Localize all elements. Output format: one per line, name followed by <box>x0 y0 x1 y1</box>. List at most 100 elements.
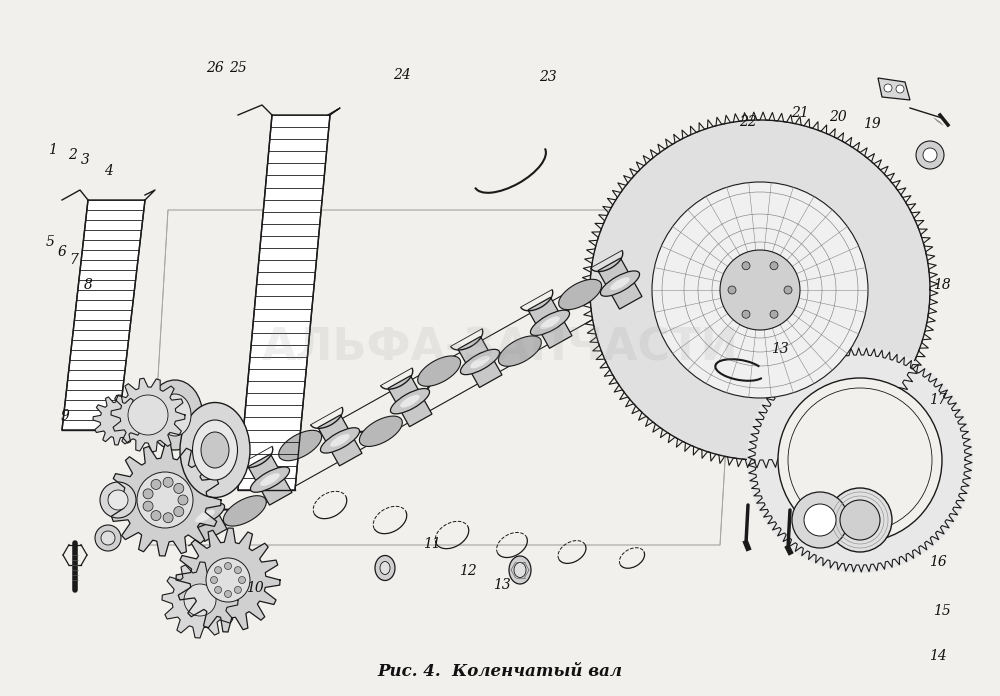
Circle shape <box>151 480 161 489</box>
Text: 18: 18 <box>933 278 951 292</box>
Text: 19: 19 <box>863 117 881 131</box>
Text: 10: 10 <box>246 581 264 595</box>
Text: 13: 13 <box>771 342 789 356</box>
Circle shape <box>840 500 880 540</box>
Text: 12: 12 <box>459 564 477 578</box>
Circle shape <box>923 148 937 162</box>
Circle shape <box>184 584 216 616</box>
Ellipse shape <box>460 349 500 374</box>
Polygon shape <box>318 415 362 466</box>
Circle shape <box>108 490 128 510</box>
Ellipse shape <box>260 473 280 486</box>
Ellipse shape <box>498 336 541 366</box>
Circle shape <box>215 567 222 574</box>
Polygon shape <box>388 376 432 427</box>
Ellipse shape <box>514 562 526 578</box>
Ellipse shape <box>375 555 395 580</box>
Ellipse shape <box>559 279 602 310</box>
Ellipse shape <box>250 467 290 492</box>
Circle shape <box>742 262 750 270</box>
Circle shape <box>747 347 973 573</box>
Circle shape <box>784 286 792 294</box>
Ellipse shape <box>509 556 531 584</box>
Text: 23: 23 <box>539 70 557 84</box>
Circle shape <box>590 120 930 460</box>
Ellipse shape <box>148 380 202 450</box>
Ellipse shape <box>195 509 215 523</box>
Circle shape <box>95 525 121 551</box>
Circle shape <box>174 484 184 493</box>
Ellipse shape <box>192 420 238 480</box>
Circle shape <box>143 501 153 511</box>
Circle shape <box>224 562 232 569</box>
Ellipse shape <box>359 416 402 446</box>
Text: 9: 9 <box>61 409 69 423</box>
Text: 24: 24 <box>393 68 411 82</box>
Polygon shape <box>162 562 238 638</box>
Circle shape <box>778 378 942 542</box>
Ellipse shape <box>400 395 420 408</box>
Ellipse shape <box>418 356 461 386</box>
Circle shape <box>234 567 241 574</box>
Text: 14: 14 <box>929 649 947 663</box>
Polygon shape <box>183 491 227 541</box>
Text: 15: 15 <box>933 604 951 618</box>
Circle shape <box>728 286 736 294</box>
Polygon shape <box>62 200 145 430</box>
Ellipse shape <box>320 428 360 453</box>
Text: 3: 3 <box>81 153 89 167</box>
Circle shape <box>151 511 161 521</box>
Text: 22: 22 <box>739 115 757 129</box>
Circle shape <box>215 587 222 594</box>
Circle shape <box>239 576 246 583</box>
Polygon shape <box>238 115 330 490</box>
Ellipse shape <box>223 496 266 526</box>
Text: 25: 25 <box>229 61 247 75</box>
Text: 13: 13 <box>493 578 511 592</box>
Circle shape <box>100 482 136 518</box>
Circle shape <box>896 85 904 93</box>
Ellipse shape <box>610 277 630 290</box>
Text: 6: 6 <box>58 245 66 259</box>
Ellipse shape <box>380 562 390 574</box>
Polygon shape <box>878 78 910 100</box>
Text: 16: 16 <box>929 555 947 569</box>
Ellipse shape <box>185 503 225 529</box>
Text: Рис. 4.  Коленчатый вал: Рис. 4. Коленчатый вал <box>378 663 622 681</box>
Circle shape <box>206 558 250 602</box>
Polygon shape <box>598 258 642 309</box>
Circle shape <box>788 388 932 532</box>
Circle shape <box>770 310 778 318</box>
Circle shape <box>143 489 153 499</box>
Ellipse shape <box>390 388 430 414</box>
Polygon shape <box>176 528 280 632</box>
Text: 20: 20 <box>829 110 847 124</box>
Ellipse shape <box>279 430 322 461</box>
Circle shape <box>804 504 836 536</box>
Ellipse shape <box>540 317 560 329</box>
Ellipse shape <box>159 394 191 436</box>
Circle shape <box>224 590 232 597</box>
Text: 17: 17 <box>929 393 947 407</box>
Text: АЛЬФА-ЗАПЧАСТИ: АЛЬФА-ЗАПЧАСТИ <box>262 326 738 370</box>
Circle shape <box>101 531 115 545</box>
Polygon shape <box>109 444 221 556</box>
Circle shape <box>174 507 184 516</box>
Text: 26: 26 <box>206 61 224 75</box>
Text: 4: 4 <box>104 164 112 177</box>
Ellipse shape <box>530 310 570 335</box>
Text: 11: 11 <box>423 537 441 551</box>
Circle shape <box>916 141 944 169</box>
Circle shape <box>720 250 800 330</box>
Ellipse shape <box>600 271 640 296</box>
Polygon shape <box>93 395 143 445</box>
Circle shape <box>137 472 193 528</box>
Circle shape <box>163 513 173 523</box>
Circle shape <box>652 182 868 398</box>
Polygon shape <box>528 297 572 348</box>
Circle shape <box>128 395 168 435</box>
Circle shape <box>884 84 892 92</box>
Circle shape <box>210 576 218 583</box>
Ellipse shape <box>330 434 350 447</box>
Text: 7: 7 <box>70 253 78 267</box>
